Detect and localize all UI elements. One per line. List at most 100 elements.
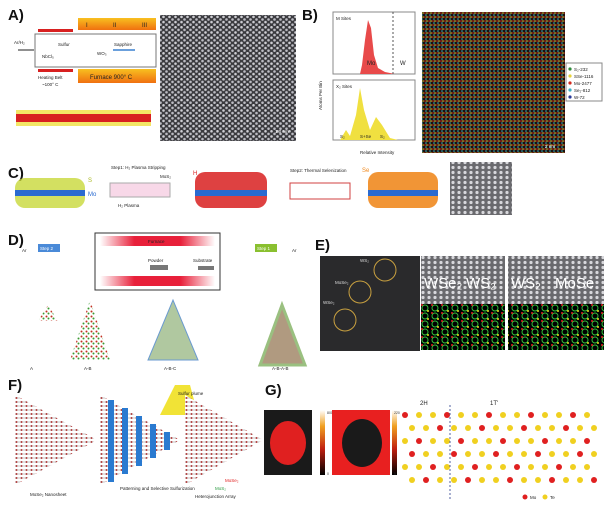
panel-c: C) S Mo Step1: H₂ Plasma Stripping MoS₂ … bbox=[8, 162, 512, 215]
lattice-atom bbox=[486, 412, 492, 418]
lattice-atom bbox=[507, 451, 513, 457]
panel-g: G) 800 0 220 0 2H 1T' Mo Te bbox=[264, 382, 597, 500]
selenization-tube bbox=[289, 182, 351, 200]
lattice-atom bbox=[451, 425, 457, 431]
atom-model-wse2-ws2 bbox=[421, 304, 505, 350]
lattice-atom bbox=[458, 464, 464, 470]
lattice-atom bbox=[423, 477, 429, 483]
img2-right: WS₂ bbox=[466, 275, 496, 292]
structure-core bbox=[16, 114, 151, 122]
mask-stripes bbox=[108, 400, 170, 482]
legend-entry: SSe-1116 bbox=[574, 74, 594, 79]
haadf-wse2-ws2 bbox=[421, 256, 505, 304]
img3-left: WS₂ bbox=[511, 275, 541, 292]
lattice-atom bbox=[430, 412, 436, 418]
plasma-tube bbox=[109, 182, 171, 198]
lattice-atom bbox=[584, 412, 590, 418]
lattice-atom bbox=[528, 438, 534, 444]
lattice-atom bbox=[465, 451, 471, 457]
lattice-atom bbox=[563, 425, 569, 431]
lattice-atom bbox=[444, 438, 450, 444]
lattice-atom bbox=[409, 451, 415, 457]
wse2-label: WSe₂ bbox=[323, 300, 335, 305]
lattice-atom bbox=[465, 425, 471, 431]
stage-ab: A-B bbox=[84, 366, 92, 371]
legend-swatch bbox=[568, 81, 572, 85]
legend bbox=[565, 62, 603, 102]
step1-arrow-right bbox=[255, 244, 277, 252]
lattice-atom bbox=[472, 438, 478, 444]
caption-1: MoSe₂ Nanosheet bbox=[30, 492, 67, 497]
x2-peaks bbox=[340, 88, 398, 140]
ar-left: Ar bbox=[22, 248, 27, 253]
ws2-label: WS₂ bbox=[360, 258, 369, 263]
lattice-atom bbox=[437, 425, 443, 431]
stem-image-a bbox=[160, 15, 296, 141]
lattice-atom bbox=[577, 425, 583, 431]
atom-model-ws2-mose2 bbox=[508, 304, 604, 350]
nbcl5-label: NbCl₅ bbox=[42, 54, 54, 59]
lattice-atom bbox=[472, 412, 478, 418]
legend-entry: Se₂-812 bbox=[574, 88, 591, 93]
lattice-atom bbox=[521, 425, 527, 431]
1t-hole bbox=[342, 419, 382, 467]
lattice-atom bbox=[528, 412, 534, 418]
triangle-a bbox=[38, 305, 58, 321]
lattice-atom bbox=[514, 464, 520, 470]
lattice-atom bbox=[591, 477, 597, 483]
lattice-atom bbox=[479, 451, 485, 457]
substrate-label: Substrate bbox=[193, 258, 213, 263]
panel-g-label: G) bbox=[265, 382, 282, 399]
lattice-atom bbox=[570, 464, 576, 470]
lattice-atom bbox=[535, 477, 541, 483]
legend-entry: S₂-232 bbox=[574, 67, 588, 72]
lattice-atom bbox=[535, 425, 541, 431]
cbar1-min: 0 bbox=[327, 472, 329, 476]
y-axis-label: Atoms Per Bin bbox=[318, 81, 323, 110]
mose2-label: MoSe₂ bbox=[335, 280, 349, 285]
plume-label: Sulfur plume bbox=[178, 391, 204, 396]
lattice-atom bbox=[500, 412, 506, 418]
lattice-atom bbox=[472, 464, 478, 470]
legend-swatch bbox=[568, 95, 572, 99]
heating-belt-top bbox=[38, 29, 73, 32]
lattice-atom bbox=[542, 412, 548, 418]
lattice-atom bbox=[430, 438, 436, 444]
furnace-label-d: Furnace bbox=[148, 239, 165, 244]
lattice-atom bbox=[493, 425, 499, 431]
panel-e: E) WS₂ MoSe₂ WSe₂ WSe₂ WS₂ WS₂ MoSe bbox=[315, 237, 604, 351]
step1-right: Step 1 bbox=[257, 246, 271, 251]
lattice-atom bbox=[549, 477, 555, 483]
lattice-atom bbox=[451, 477, 457, 483]
lattice-atom bbox=[556, 438, 562, 444]
2h-1t-lattice bbox=[402, 412, 597, 483]
triangle-abc bbox=[147, 298, 199, 361]
mo-layer-2 bbox=[195, 190, 267, 196]
se2-label: S₂ bbox=[380, 134, 385, 139]
scale-bar-a: 1.0 nm bbox=[275, 129, 289, 134]
zone-1: I bbox=[86, 23, 88, 29]
lattice-atom bbox=[563, 477, 569, 483]
lattice-atom bbox=[493, 477, 499, 483]
step2-label: Step2: Thermal Selenization bbox=[290, 168, 347, 173]
h-label: H bbox=[193, 171, 197, 177]
x-axis-label: Relative Intensity bbox=[360, 150, 395, 155]
img3-right: MoSe bbox=[555, 275, 594, 292]
lattice-atom bbox=[507, 477, 513, 483]
lattice-atom bbox=[451, 451, 457, 457]
lattice-atom bbox=[528, 464, 534, 470]
se-label: Se bbox=[362, 168, 370, 174]
mose2-label-f: MoSe₂ bbox=[225, 478, 239, 483]
step2-arrow-left bbox=[38, 244, 60, 252]
cbar2-min: 0 bbox=[394, 472, 396, 476]
s2-label: S₂ bbox=[340, 134, 345, 139]
heating-belt-bottom bbox=[38, 69, 73, 72]
lattice-atom bbox=[584, 438, 590, 444]
sulfur-label: Sulfur bbox=[58, 42, 70, 47]
lattice-atom bbox=[479, 477, 485, 483]
lattice-atom bbox=[416, 438, 422, 444]
lattice-atom bbox=[458, 438, 464, 444]
furnace-label: Furnace 900° C bbox=[90, 75, 133, 81]
scale-bar-b: 2 nm bbox=[545, 144, 555, 149]
